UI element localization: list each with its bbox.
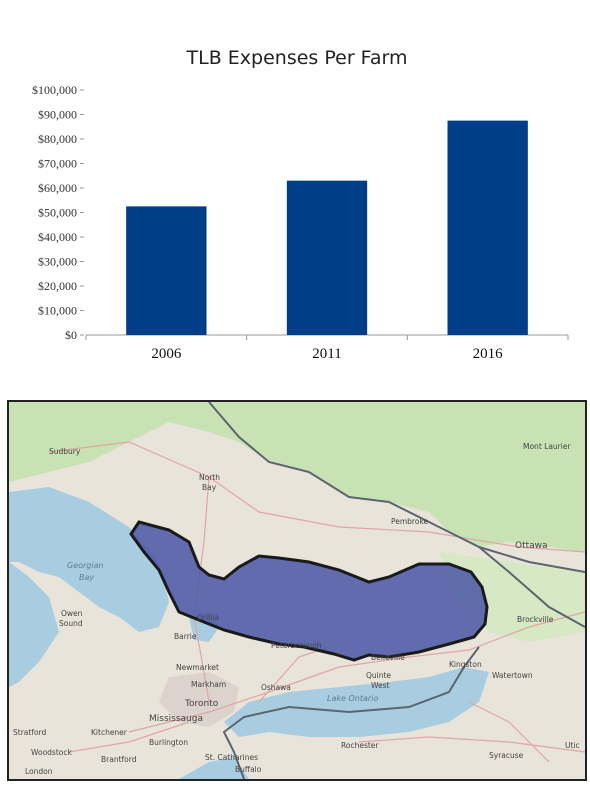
- label-north: North: [199, 473, 220, 482]
- label-brantford: Brantford: [101, 755, 137, 764]
- urban-area: [159, 672, 239, 727]
- x-tick-label: 2011: [312, 346, 341, 362]
- x-axis: 2006 2011 2016: [85, 334, 569, 362]
- bars: [126, 120, 528, 335]
- label-quinte: Quinte: [366, 671, 391, 680]
- y-tick-label: $0: [65, 328, 77, 342]
- label-brockville: Brockville: [517, 615, 554, 624]
- map-canvas: Sudbury North Bay Pembroke Ottawa Mont L…: [9, 402, 585, 779]
- label-stratford: Stratford: [13, 728, 47, 737]
- label-syracuse: Syracuse: [489, 751, 524, 760]
- georgian-bay: [9, 487, 169, 632]
- label-toronto: Toronto: [184, 699, 219, 709]
- y-tick-label: $40,000: [38, 230, 77, 244]
- y-tick-label: $10,000: [38, 304, 77, 318]
- label-west: West: [371, 681, 389, 690]
- y-tick-label: $60,000: [38, 181, 77, 195]
- y-tick-label: $30,000: [38, 255, 77, 269]
- label-mont-laurier: Mont Laurier: [523, 442, 571, 451]
- label-mississauga: Mississauga: [149, 714, 203, 724]
- label-ottawa: Ottawa: [515, 541, 548, 551]
- region-map: Sudbury North Bay Pembroke Ottawa Mont L…: [7, 400, 587, 781]
- label-orillia: Orillia: [197, 613, 219, 622]
- label-sudbury: Sudbury: [49, 447, 81, 456]
- label-markham: Markham: [191, 680, 226, 689]
- y-tick-label: $100,000: [32, 83, 77, 97]
- bar-2006: [126, 206, 207, 335]
- label-peterborough: Peterborough: [271, 641, 322, 650]
- label-sound: Sound: [59, 619, 83, 628]
- label-rochester: Rochester: [341, 741, 379, 750]
- label-belleville: Belleville: [371, 653, 405, 662]
- y-tick-label: $90,000: [38, 108, 77, 122]
- label-georgian: Georgian: [67, 561, 104, 570]
- forest-area: [9, 402, 585, 552]
- label-burlington: Burlington: [149, 738, 188, 747]
- label-buffalo: Buffalo: [235, 765, 262, 774]
- label-st-catharines: St. Catharines: [205, 753, 258, 762]
- label-lake-ontario: Lake Ontario: [327, 694, 378, 703]
- forest-area-east: [439, 552, 585, 642]
- label-pembroke: Pembroke: [391, 517, 429, 526]
- label-watertown: Watertown: [492, 671, 533, 680]
- boundaries: [208, 402, 585, 779]
- label-owen: Owen: [61, 609, 83, 618]
- label-utica: Utic: [565, 741, 580, 750]
- lake-erie: [179, 757, 249, 779]
- bar-2016: [447, 120, 528, 335]
- label-kingston: Kingston: [449, 660, 482, 669]
- y-tick-label: $80,000: [38, 132, 77, 146]
- map-labels: Sudbury North Bay Pembroke Ottawa Mont L…: [13, 442, 580, 776]
- label-barrie: Barrie: [174, 632, 197, 641]
- label-newmarket: Newmarket: [176, 663, 219, 672]
- label-kitchener: Kitchener: [91, 728, 128, 737]
- bar-2011: [286, 180, 368, 335]
- x-tick-label: 2016: [473, 346, 504, 362]
- y-tick-label: $50,000: [38, 206, 77, 220]
- label-bay: Bay: [202, 483, 217, 492]
- chart-title: TLB Expenses Per Farm: [186, 47, 408, 69]
- x-tick-label: 2006: [151, 346, 182, 362]
- y-tick-label: $70,000: [38, 157, 77, 171]
- bar-chart: TLB Expenses Per Farm $0 $10,000 $20,000 $3…: [32, 47, 569, 362]
- label-london: London: [25, 767, 53, 776]
- label-georgian-bay: Bay: [79, 573, 94, 582]
- label-oshawa: Oshawa: [261, 683, 291, 692]
- label-woodstock: Woodstock: [31, 748, 72, 757]
- study-region: [129, 520, 489, 662]
- lake-ontario: [224, 667, 489, 737]
- lake-huron: [9, 562, 59, 687]
- y-tick-label: $20,000: [38, 279, 77, 293]
- y-axis: $0 $10,000 $20,000 $30,000 $40,000 $50,000 $60…: [32, 83, 84, 342]
